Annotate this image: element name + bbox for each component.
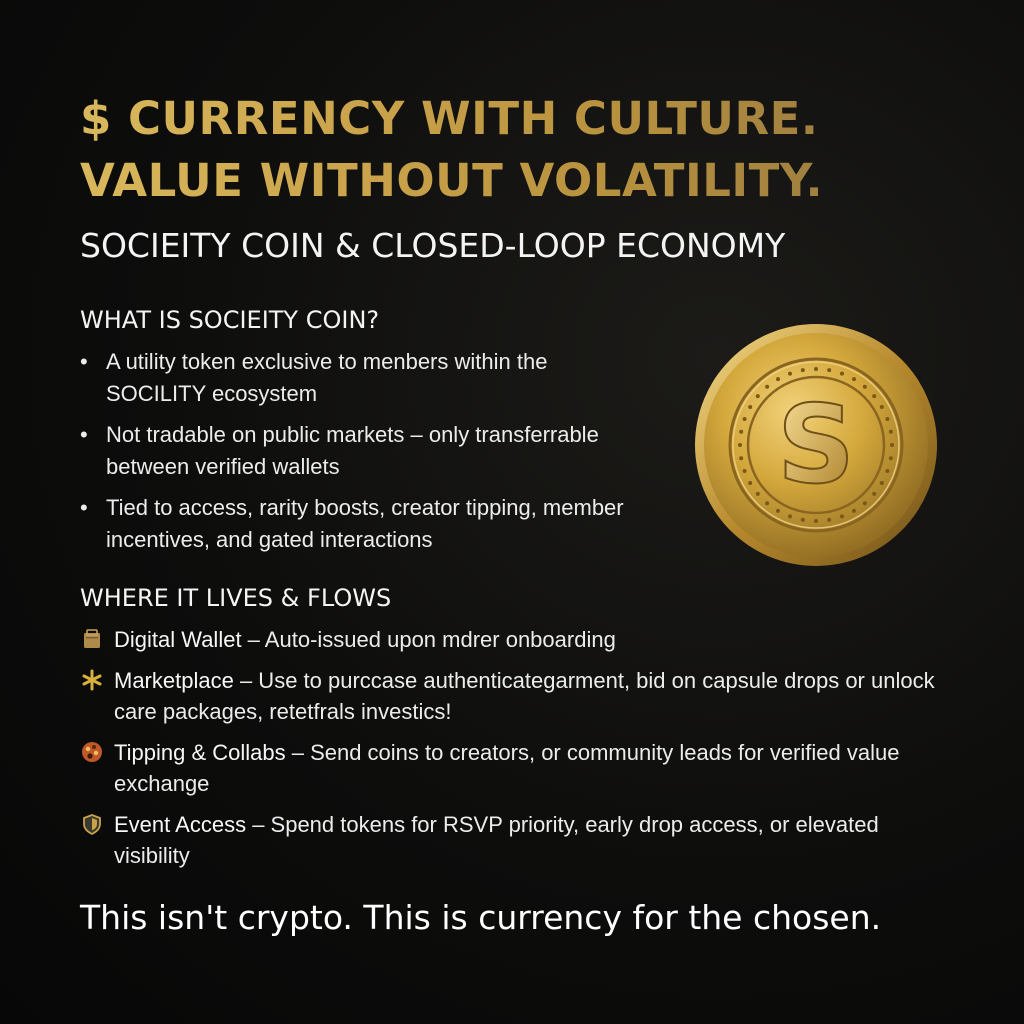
coin-dot: [839, 371, 844, 376]
flow-item-digital-wallet: Digital Wallet – Auto-issued upon mdrer …: [80, 624, 960, 655]
coin-dot: [742, 468, 747, 473]
bullet-text: Not tradable on public markets – only tr…: [106, 422, 599, 479]
flows-list: Digital Wallet – Auto-issued upon mdrer …: [80, 624, 960, 881]
coin-icon: S: [695, 324, 937, 566]
coin-dot: [748, 481, 753, 485]
coin-dot: [755, 491, 760, 496]
coin-dot: [788, 371, 793, 376]
flow-item-marketplace: Marketplace – Use to purccase authentica…: [80, 665, 960, 727]
coin-dot: [839, 514, 844, 519]
what-is-heading: WHAT IS SOCIEITY COIN?: [80, 306, 380, 334]
coin-dot: [788, 514, 793, 519]
coin-dot: [814, 519, 818, 523]
coin-dot: [739, 456, 744, 461]
coin-dot: [776, 508, 780, 513]
bullet-text: Tied to access, rarity boosts, creator t…: [106, 495, 624, 552]
bullet-text: A utility token exclusive to menbers wit…: [106, 349, 548, 406]
bullet-dot: •: [80, 349, 88, 374]
coin-dot: [827, 368, 832, 373]
coin-dot: [885, 468, 890, 473]
coin-dot: [814, 367, 818, 371]
coin-dot: [739, 429, 744, 434]
wallet-icon: [80, 627, 104, 651]
coin-dot: [890, 443, 894, 447]
coin-dot: [827, 517, 832, 522]
coin-dot: [765, 384, 770, 389]
subtitle: SOCIEITY COIN & CLOSED-LOOP ECONOMY: [80, 226, 786, 265]
coin-dot: [852, 377, 856, 382]
headline-line-2: VALUE WITHOUT VOLATILITY.: [80, 154, 824, 207]
flow-desc: – Send coins to creators, or community l…: [114, 740, 900, 796]
what-is-list: • A utility token exclusive to menbers wi…: [80, 346, 640, 565]
flow-desc: – Use to purccase authenticategarment, b…: [114, 668, 935, 724]
coin-letter: S: [777, 383, 855, 508]
palette-icon: [80, 740, 104, 764]
bullet-dot: •: [80, 422, 88, 447]
flow-name: Event Access: [114, 812, 247, 837]
coin-dot: [885, 417, 890, 422]
coin-dot: [888, 456, 893, 461]
flow-desc: – Auto-issued upon mdrer onboarding: [241, 627, 616, 652]
coin-dot: [879, 405, 884, 409]
list-item: • Not tradable on public markets – only t…: [80, 419, 640, 483]
coin-dot: [748, 405, 753, 409]
coin-dot: [879, 481, 884, 485]
list-item: • Tied to access, rarity boosts, creator …: [80, 492, 640, 556]
flow-name: Digital Wallet: [114, 627, 242, 652]
sparkle-icon: [80, 668, 104, 692]
flow-item-tipping: Tipping & Collabs – Send coins to creato…: [80, 737, 960, 799]
coin-dot: [872, 394, 877, 399]
bullet-dot: •: [80, 495, 88, 520]
flow-name: Marketplace: [114, 668, 234, 693]
flows-heading: WHERE IT LIVES & FLOWS: [80, 584, 392, 612]
coin-dot: [872, 491, 877, 496]
flow-desc: – Spend tokens for RSVP priority, early …: [114, 812, 879, 868]
flow-name: Tipping & Collabs: [114, 740, 286, 765]
coin-dot: [800, 368, 805, 373]
coin-dot: [852, 508, 856, 513]
closing-tagline: This isn't crypto. This is currency for …: [80, 898, 882, 937]
list-item: • A utility token exclusive to menbers wi…: [80, 346, 640, 410]
coin-dot: [888, 429, 893, 434]
coin-dot: [765, 501, 770, 506]
coin-dot: [862, 501, 867, 506]
coin-dot: [862, 384, 867, 389]
coin-dot: [742, 417, 747, 422]
shield-icon: [80, 812, 104, 836]
coin-dot: [800, 517, 805, 522]
coin-dot: [776, 377, 780, 382]
coin-dot: [738, 443, 742, 447]
headline: $ CURRENCY WITH CULTURE. VALUE WITHOUT V…: [80, 88, 823, 212]
flow-item-event-access: Event Access – Spend tokens for RSVP pri…: [80, 809, 960, 871]
headline-line-1: $ CURRENCY WITH CULTURE.: [80, 92, 819, 145]
coin-dot: [755, 394, 760, 399]
